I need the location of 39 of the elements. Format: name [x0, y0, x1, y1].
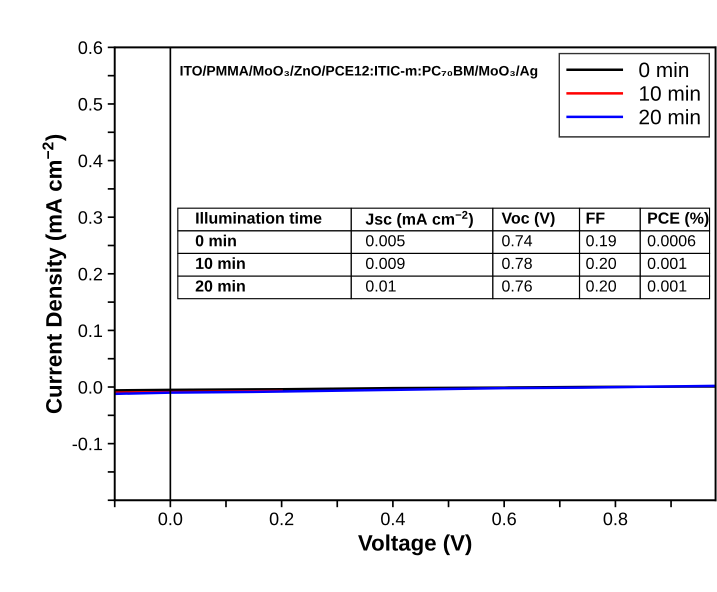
- y-tick-label: 0.0: [78, 380, 102, 394]
- y-tick-label: 0.3: [78, 211, 102, 224]
- annotation: 20 min: [196, 280, 245, 292]
- y-tick-label: 0.4: [78, 154, 102, 168]
- annotation: 0.19: [586, 235, 616, 246]
- legend-label: 20 min: [640, 109, 700, 124]
- annotation: 0.005: [366, 235, 405, 246]
- y-tick-label: 0.1: [78, 324, 102, 338]
- annotation: Jsc (mA cm$^{−2}$): [366, 210, 473, 228]
- x-tick-label: 0.4: [381, 512, 405, 526]
- x-tick-label: 0.2: [270, 512, 294, 526]
- y-tick-label: 0.2: [78, 268, 102, 281]
- legend-label: 0 min: [639, 62, 688, 78]
- x-tick-label: 0.0: [158, 512, 182, 526]
- annotation: 0.20: [586, 280, 616, 292]
- annotation: 0.001: [648, 280, 686, 292]
- annotation: 0.76: [502, 280, 532, 292]
- annotation: 0.001: [648, 258, 686, 270]
- x-tick-label: 0.8: [604, 512, 628, 526]
- annotation: 0.20: [586, 258, 616, 270]
- x-tick-label: 0.6: [492, 512, 516, 526]
- annotation: 0.009: [366, 258, 405, 270]
- annotation: 0.0006: [648, 235, 696, 246]
- annotation: Voc (V): [502, 212, 555, 227]
- y-tick-label: 0.5: [78, 98, 102, 111]
- annotation: 10 min: [196, 257, 245, 270]
- y-tick-label: -0.1: [72, 438, 102, 450]
- annotation: 0.01: [366, 280, 396, 292]
- annotation: ITO/PMMA/MoO₃/ZnO/PCE12:ITIC-m:PC₇₀BM/MoO₃/Ag: [180, 65, 538, 78]
- annotation: 0.78: [502, 258, 532, 270]
- y-tick-label: 0.6: [78, 41, 102, 54]
- legend-label: 10 min: [640, 86, 700, 101]
- annotation: FF: [586, 212, 605, 224]
- x-axis-title: Voltage (V): [358, 534, 472, 556]
- y-axis-title: Current Density (mA cm$^{−2}$): [42, 134, 66, 414]
- annotation: 0 min: [196, 234, 236, 246]
- annotation: PCE (%): [648, 212, 708, 227]
- annotation: Illumination time: [196, 212, 322, 224]
- annotation: 0.74: [502, 235, 532, 246]
